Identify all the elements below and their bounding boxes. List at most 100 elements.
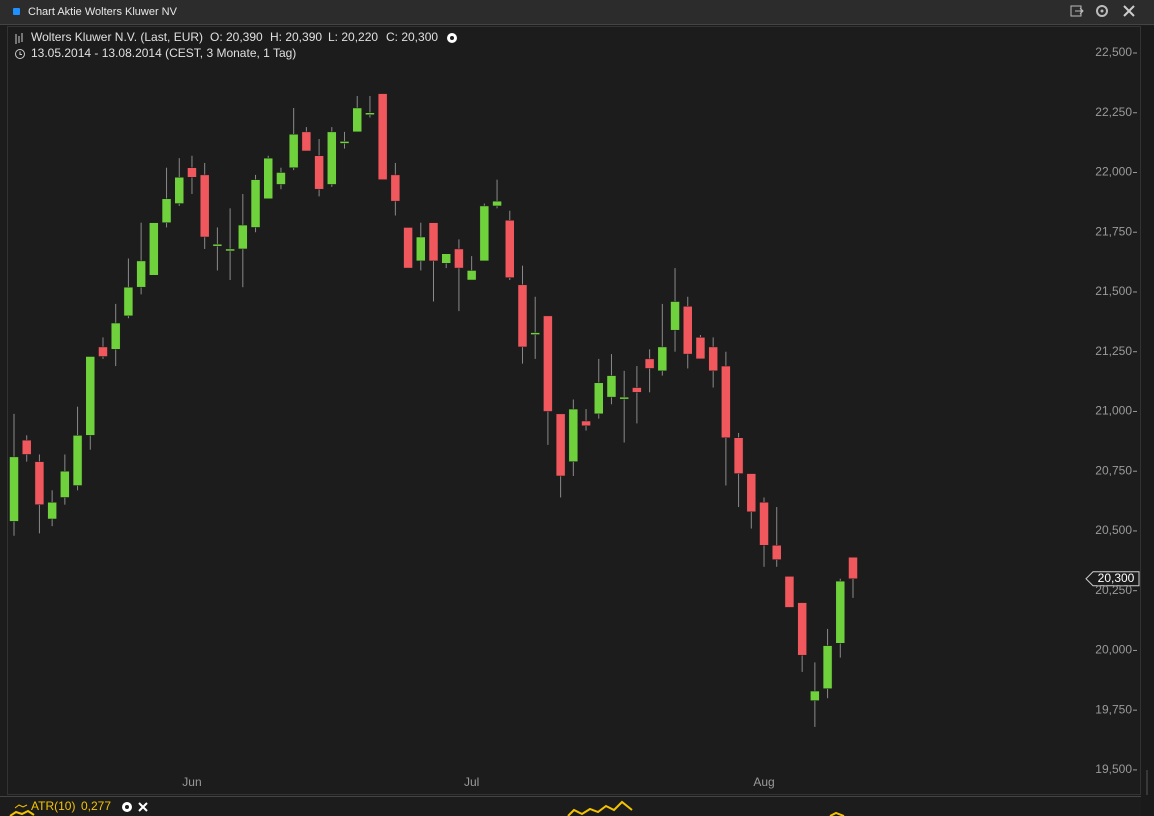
y-tick-label: 21,250 [1095,344,1132,358]
candle-body [365,112,375,115]
candle-body [632,387,642,393]
candle-body [466,270,477,281]
period-label: 13.05.2014 - 13.08.2014 (CEST, 3 Monate,… [31,46,296,60]
candle-body [428,222,439,262]
candle-body [238,224,248,250]
options-button[interactable] [447,33,457,43]
candle-body [403,227,413,269]
last-price-label: 20,300 [1098,571,1135,585]
candle-body [123,286,134,317]
candle-body [225,248,235,252]
atr-icon [14,804,28,809]
bars-icon [15,33,23,44]
candle-body [454,248,464,269]
y-tick-label: 20,750 [1095,463,1132,477]
candle-body [352,107,362,133]
y-tick-label: 22,000 [1095,165,1132,179]
candle-body [263,157,273,200]
candle-body [479,205,490,262]
candle-body [555,413,566,477]
candle-body [733,437,744,474]
x-tick-label: Aug [753,775,774,789]
candle-body [530,332,540,335]
candle-body [276,172,286,185]
side-strip [1141,26,1154,816]
candle-body [543,315,553,412]
candle-body [619,396,629,400]
candle-body [301,131,312,152]
candle-body [505,220,515,278]
candle-body [149,222,159,276]
y-tick-label: 20,500 [1095,523,1132,537]
atr-line-fragment [9,809,35,816]
candle-body [339,141,350,144]
candle-body [771,545,782,560]
candle-body [136,260,146,288]
candle-body [682,306,693,355]
indicator-remove-button[interactable] [138,802,148,812]
candle-body [161,198,172,223]
candle-body [797,602,807,656]
window-icon [13,8,20,15]
y-tick-label: 19,750 [1095,702,1132,716]
candle-body [848,556,858,579]
instrument-label: Wolters Kluwer N.V. (Last, EUR) [31,30,203,44]
candle-body [835,580,846,644]
candle-body [492,200,502,207]
ohlc-label: L: 20,220 [328,30,378,44]
candle-body [250,179,261,228]
export-button[interactable] [1070,5,1084,17]
candle-body [9,456,19,522]
candle-body [746,473,757,513]
candle-body [695,337,706,360]
y-tick-label: 21,000 [1095,404,1132,418]
candle-body [34,461,45,505]
candle-body [708,346,718,372]
candle-body [594,382,604,415]
y-tick-label: 21,750 [1095,224,1132,238]
candle-body [606,375,617,398]
atr-line-fragment [567,800,845,816]
candle-body [416,236,426,262]
candle-body [581,420,591,427]
candle-body [377,93,388,180]
candle-body [314,155,324,190]
y-tick-label: 20,250 [1095,583,1132,597]
candle-body [810,690,820,701]
indicator-name: ATR(10) [31,799,75,813]
y-tick-label: 22,250 [1095,105,1132,119]
candle-body [187,167,197,178]
candle-body [721,365,731,438]
title-bar [0,0,1154,24]
candle-body [98,346,108,357]
y-tick-label: 21,500 [1095,284,1132,298]
plot-frame [7,26,1141,795]
candle-body [72,435,83,486]
candle-body [199,174,210,238]
candle-body [441,253,451,264]
candle-body [85,356,96,436]
candle-body [327,131,337,185]
candle-body [657,346,668,372]
candle-body [60,470,70,498]
candle-body [644,358,655,369]
last-price-box [1085,571,1140,587]
close-button[interactable] [1123,5,1135,17]
x-tick-label: Jun [182,775,201,789]
indicator-value: 0,277 [81,799,111,813]
settings-button[interactable] [1096,5,1108,17]
ohlc-label: H: 20,390 [270,30,322,44]
indicator-options-button[interactable] [122,802,132,812]
clock-icon [15,49,25,59]
y-tick-label: 20,000 [1095,643,1132,657]
candle-body [21,439,32,455]
candle-body [822,645,833,689]
candle-body [47,502,57,520]
y-tick-label: 22,500 [1095,45,1132,59]
candle-body [759,502,769,546]
y-tick-label: 19,500 [1095,762,1132,776]
ohlc-label: O: 20,390 [210,30,263,44]
